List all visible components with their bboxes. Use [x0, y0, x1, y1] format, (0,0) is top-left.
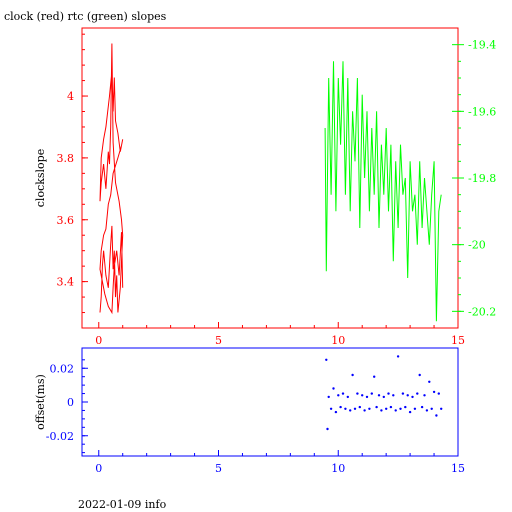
offset-point — [382, 395, 385, 399]
y2-tick-label: -20.2 — [468, 305, 496, 318]
x-tick-label: 0 — [95, 334, 102, 347]
bottom-plot-frame — [81, 347, 459, 457]
offset-point — [334, 410, 338, 414]
x-tick-label: 10 — [331, 462, 345, 475]
x-tick-label: 15 — [451, 334, 465, 347]
offset-point — [440, 407, 443, 410]
offset-point — [413, 407, 417, 410]
offset-point — [373, 375, 376, 378]
x-tick-label: 0 — [95, 462, 102, 475]
offset-point — [332, 387, 335, 390]
clock-slope-line — [99, 43, 124, 315]
top-y-axis-label: clockslope — [34, 149, 47, 207]
offset-point — [337, 394, 340, 397]
offset-point — [392, 394, 395, 397]
offset-point — [401, 392, 405, 395]
y2-tick-label: -19.6 — [468, 105, 496, 118]
offset-point — [375, 405, 378, 409]
offset-point — [396, 355, 400, 358]
offset-point — [363, 409, 366, 412]
offset-point — [368, 407, 371, 410]
offset-point — [420, 405, 424, 409]
x-tick-label: 5 — [215, 462, 222, 475]
offset-point — [387, 392, 390, 395]
chart-title: clock (red) rtc (green) slopes — [4, 10, 167, 23]
offset-point — [394, 409, 397, 412]
offset-point — [404, 405, 407, 409]
bottom-y-axis-label: offset(ms) — [34, 374, 47, 430]
offset-point — [430, 407, 433, 410]
offset-point — [353, 407, 357, 410]
y-tick-label: 3.4 — [57, 276, 75, 289]
offset-point — [411, 395, 414, 399]
y2-tick-label: -19.4 — [468, 39, 496, 52]
x-tick-label: 10 — [331, 334, 345, 347]
top-plot: 3.4 3.6 3.8 4 -20.2 -20 -19.8 -19.6 -19.4 0 5 10 1… — [34, 27, 496, 347]
bottom-plot: -0.02 0 0.02 0 5 10 15 offset(ms) — [34, 347, 465, 475]
offset-point — [428, 380, 431, 383]
bottom-x-axis: 0 5 10 15 — [95, 450, 465, 475]
y-tick-label: -0.02 — [46, 430, 74, 443]
offset-point — [358, 405, 361, 409]
footer-text: 2022-01-09 info — [78, 498, 167, 511]
offset-point — [385, 407, 388, 410]
offset-point — [351, 373, 354, 377]
offset-point — [361, 394, 364, 397]
top-right-axis: -20.2 -20 -19.8 -19.6 -19.4 — [452, 39, 496, 318]
x-tick-label: 15 — [451, 462, 465, 475]
offset-point — [435, 414, 438, 417]
offset-point — [389, 405, 393, 409]
offset-point — [408, 410, 412, 414]
offset-point — [325, 358, 328, 361]
y-tick-label: 0 — [67, 396, 74, 409]
offset-point — [370, 392, 373, 395]
offset-point — [341, 392, 345, 395]
offset-point — [418, 373, 421, 377]
offset-point — [326, 427, 329, 431]
y2-tick-label: -19.8 — [468, 172, 496, 185]
y-tick-label: 4 — [67, 90, 74, 103]
y2-tick-label: -20 — [468, 239, 486, 252]
bottom-series — [325, 355, 443, 431]
top-x-axis: 0 5 10 15 — [95, 322, 465, 347]
offset-point — [346, 395, 349, 399]
y-tick-label: 0.02 — [50, 362, 75, 375]
offset-point — [416, 392, 419, 395]
offset-point — [406, 394, 409, 397]
offset-point — [349, 409, 352, 412]
offset-point — [437, 392, 440, 395]
top-series — [99, 43, 442, 322]
offset-point — [356, 392, 359, 395]
y-tick-label: 3.8 — [57, 152, 75, 165]
offset-point — [327, 395, 330, 399]
y-tick-label: 3.6 — [57, 214, 75, 227]
offset-point — [380, 409, 383, 412]
offset-point — [339, 405, 342, 409]
offset-point — [365, 395, 369, 399]
offset-point — [432, 390, 436, 394]
offset-point — [377, 394, 381, 397]
offset-point — [344, 407, 347, 410]
rtc-slope-line — [324, 61, 442, 322]
top-left-axis: 3.4 3.6 3.8 4 — [57, 33, 88, 314]
x-tick-label: 5 — [215, 334, 222, 347]
offset-point — [329, 407, 333, 410]
offset-point — [425, 409, 429, 412]
offset-point — [423, 394, 426, 397]
bottom-left-axis: -0.02 0 0.02 — [46, 359, 88, 454]
offset-point — [399, 407, 402, 410]
